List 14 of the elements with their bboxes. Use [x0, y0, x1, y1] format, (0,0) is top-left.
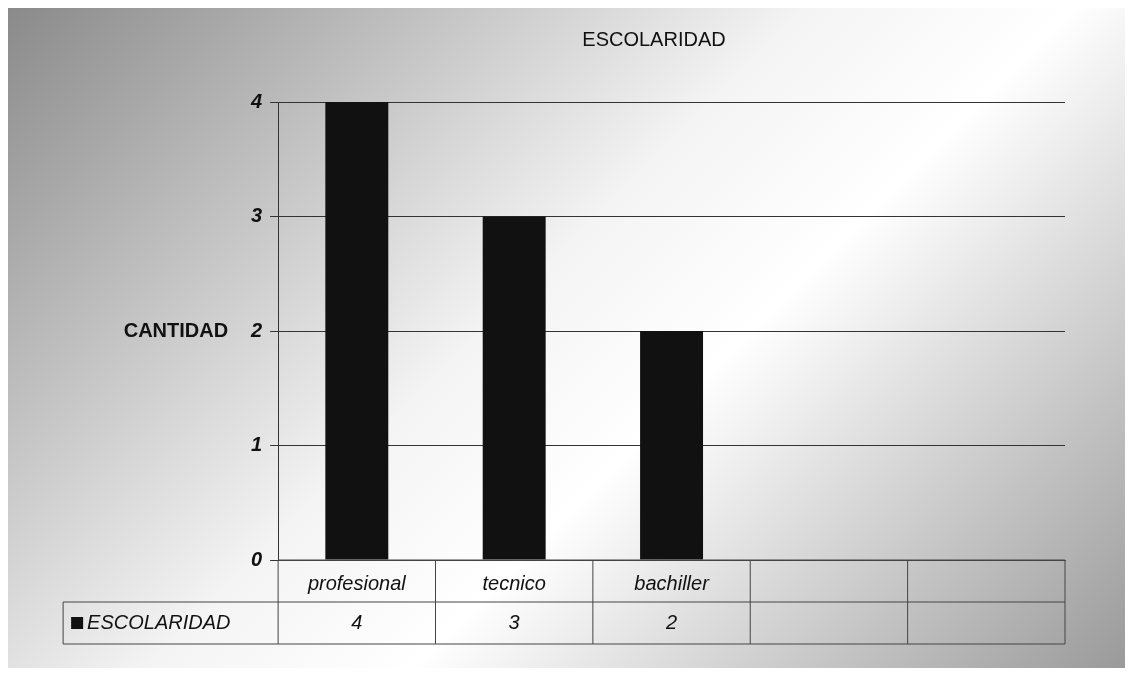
y-tick-label: 0	[251, 547, 263, 570]
y-tick-label: 1	[251, 433, 263, 456]
legend-label: ESCOLARIDAD	[87, 610, 231, 633]
x-tick-label: bachiller	[634, 571, 711, 594]
chart-title: ESCOLARIDAD	[582, 27, 726, 50]
data-label: 2	[665, 610, 678, 633]
data-label: 4	[351, 610, 363, 633]
x-tick-label: profesional	[306, 571, 407, 594]
data-label: 3	[508, 610, 520, 633]
y-tick-label: 3	[251, 204, 263, 227]
y-tick-label: 4	[250, 89, 263, 112]
y-axis-title: CANTIDAD	[123, 318, 229, 341]
y-tick-label: 2	[250, 318, 263, 341]
x-tick-label: tecnico	[482, 571, 546, 594]
